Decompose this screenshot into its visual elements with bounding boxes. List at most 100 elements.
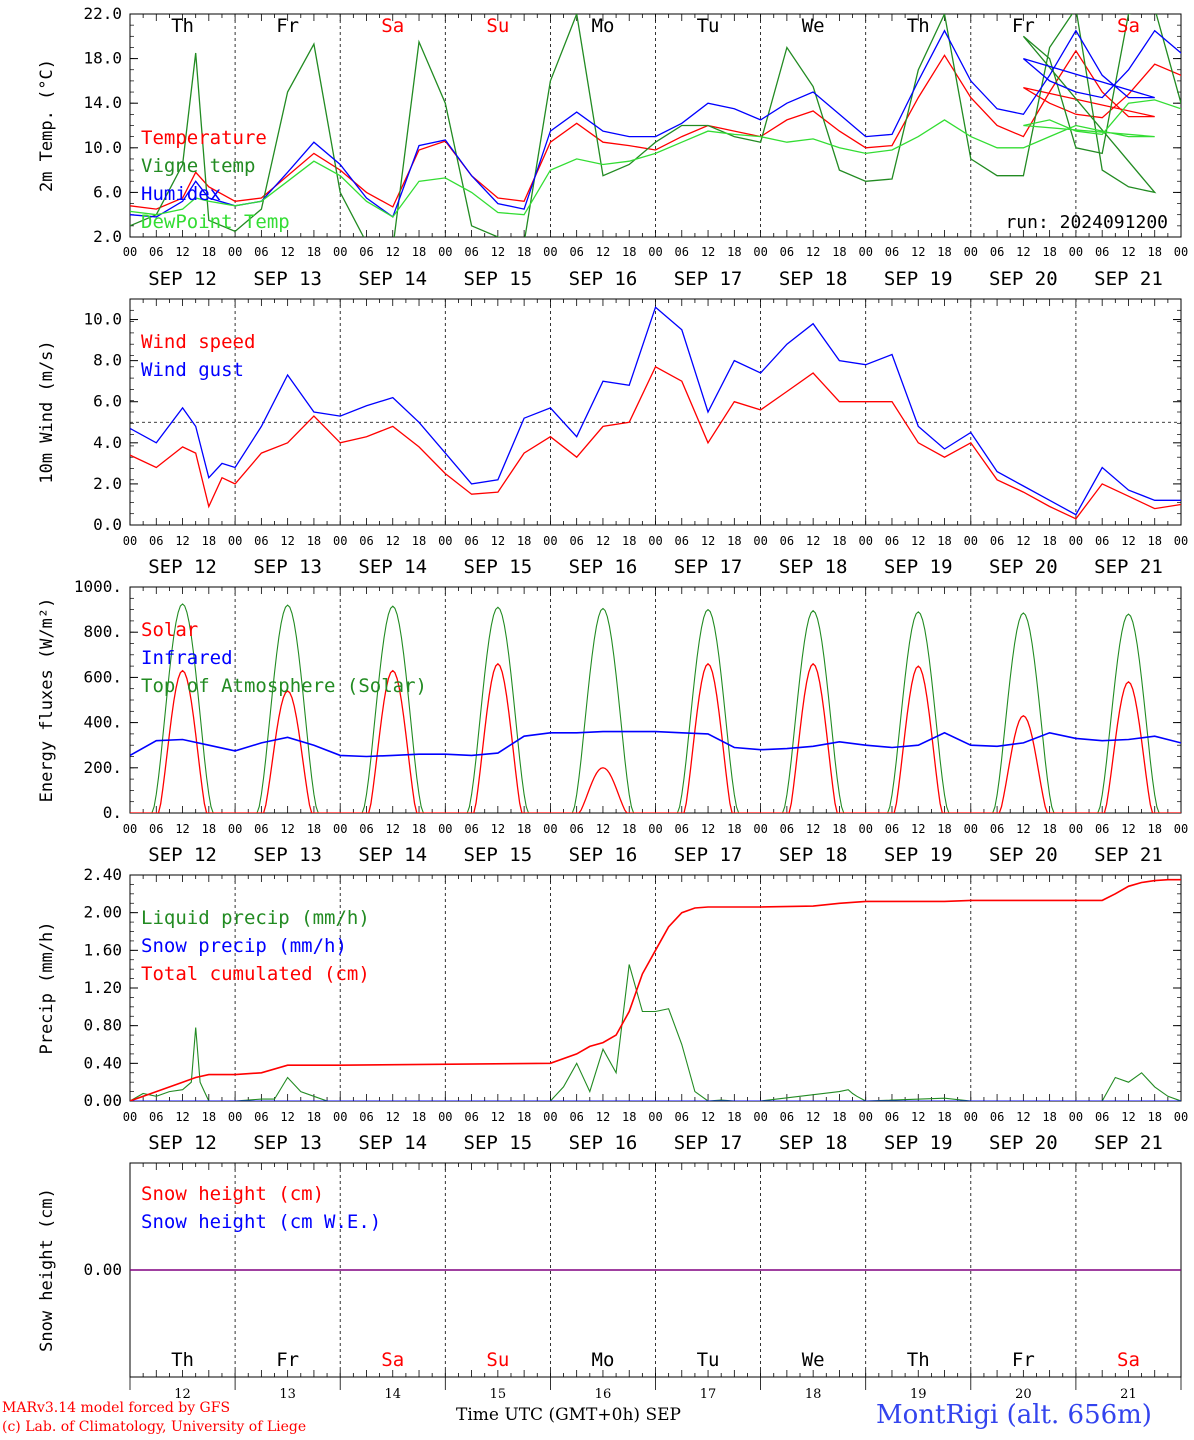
- hour-tick-label: 18: [1147, 1110, 1161, 1124]
- legend-wind-gust: Wind gust: [141, 359, 244, 381]
- hour-tick-label: 06: [149, 1110, 163, 1124]
- hour-tick-label: 00: [123, 822, 137, 836]
- day-name-label: Fr: [276, 1349, 299, 1371]
- hour-tick-label: 00: [333, 1110, 347, 1124]
- day-number-label: 12: [174, 1387, 191, 1402]
- y-tick-label: 10.0: [83, 138, 122, 157]
- hour-tick-label: 12: [175, 534, 189, 548]
- hour-tick-label: 00: [543, 822, 557, 836]
- day-number-label: 13: [279, 1387, 296, 1402]
- hour-tick-label: 00: [438, 822, 452, 836]
- panel-3-frame: 00 06 12 18 00 06 12 18 00 06 12 18 00 06 12 18 00 06 12 18…: [37, 577, 1188, 866]
- day-number-label: 17: [700, 1387, 717, 1402]
- y-axis-label: Energy fluxes (W/m²): [37, 598, 57, 803]
- legend-liquid-precip-mm-h: Liquid precip (mm/h): [141, 907, 370, 929]
- day-name-label: Th: [907, 1349, 930, 1371]
- day-name-label: Sa: [381, 15, 404, 37]
- hour-tick-label: 18: [937, 822, 951, 836]
- hour-tick-label: 00: [858, 1110, 872, 1124]
- hour-tick-label: 06: [675, 822, 689, 836]
- series-line-liquid-precip-mm-h-: [130, 964, 1181, 1101]
- day-name-label: Tu: [697, 1349, 720, 1371]
- hour-tick-label: 00: [123, 534, 137, 548]
- hour-tick-label: 00: [543, 534, 557, 548]
- hour-tick-label: 18: [1042, 822, 1056, 836]
- y-tick-label: 1000.: [74, 577, 122, 596]
- date-label: SEP 14: [358, 556, 427, 578]
- legend-humidex: Humidex: [141, 183, 221, 205]
- day-name-label: Fr: [276, 15, 299, 37]
- hour-tick-label: 12: [911, 1110, 925, 1124]
- hour-tick-label: 18: [307, 822, 321, 836]
- date-label: SEP 15: [464, 1132, 533, 1154]
- y-tick-label: 400.: [83, 713, 122, 732]
- day-name-label: Th: [907, 15, 930, 37]
- day-name-label: Mo: [592, 1349, 615, 1371]
- hour-tick-label: 06: [359, 245, 373, 259]
- station-title: MontRigi (alt. 656m): [876, 1400, 1152, 1430]
- day-name-label: Tu: [697, 15, 720, 37]
- hour-tick-label: 18: [937, 534, 951, 548]
- day-number-label: 20: [1015, 1387, 1032, 1402]
- legend-dewpoint-temp: DewPoint Temp: [141, 211, 290, 233]
- panel-2-frame: 00 06 12 18 00 06 12 18 00 06 12 18 00 06 12 18 00 06 12 18…: [37, 298, 1188, 578]
- panel-5-frame: Snow height (cm) 0.00 Snow height (cm) Snow…: [37, 1162, 1182, 1402]
- hour-tick-label: 00: [1069, 245, 1083, 259]
- y-tick-label: 18.0: [83, 49, 122, 68]
- hour-tick-label: 00: [333, 822, 347, 836]
- hour-tick-label: 12: [280, 245, 294, 259]
- hour-tick-label: 18: [1042, 245, 1056, 259]
- legend-total-cumulated-cm: Total cumulated (cm): [141, 963, 370, 985]
- date-label: SEP 19: [884, 1132, 953, 1154]
- model-credit-line1: MARv3.14 model forced by GFS: [2, 1400, 231, 1416]
- hour-tick-label: 00: [1069, 1110, 1083, 1124]
- hour-tick-label: 18: [307, 245, 321, 259]
- y-tick-label: 2.0: [93, 474, 122, 493]
- day-name-label: Sa: [381, 1349, 404, 1371]
- hour-tick-label: 00: [543, 245, 557, 259]
- hour-tick-label: 18: [412, 1110, 426, 1124]
- hour-tick-label: 18: [412, 245, 426, 259]
- hour-tick-label: 12: [491, 245, 505, 259]
- date-label: SEP 18: [779, 556, 848, 578]
- hour-tick-label: 18: [517, 822, 531, 836]
- hour-tick-label: 06: [990, 822, 1004, 836]
- hour-tick-label: 12: [280, 534, 294, 548]
- day-number-label: 21: [1120, 1387, 1137, 1402]
- hour-tick-label: 00: [123, 245, 137, 259]
- y-tick-label: 0.40: [83, 1053, 122, 1072]
- hour-tick-label: 12: [596, 1110, 610, 1124]
- hour-tick-label: 18: [202, 534, 216, 548]
- time-axis-label: Time UTC (GMT+0h) SEP: [456, 1405, 681, 1425]
- hour-tick-label: 12: [1016, 245, 1030, 259]
- day-number-label: 18: [805, 1387, 822, 1402]
- hour-tick-label: 00: [964, 822, 978, 836]
- hour-tick-label: 00: [438, 1110, 452, 1124]
- hour-tick-label: 00: [438, 245, 452, 259]
- hour-tick-label: 12: [1121, 245, 1135, 259]
- hour-tick-label: 12: [1121, 1110, 1135, 1124]
- run-annotation: run: 2024091200: [1005, 212, 1168, 233]
- date-label: SEP 15: [464, 556, 533, 578]
- y-tick-label: 1.60: [83, 940, 122, 959]
- series-line-wind-speed: [130, 365, 1181, 520]
- hour-tick-label: 12: [701, 822, 715, 836]
- hour-tick-label: 06: [254, 245, 268, 259]
- hour-tick-label: 12: [175, 822, 189, 836]
- y-tick-label: 200.: [83, 758, 122, 777]
- series-line-infrared: [130, 730, 1181, 758]
- hour-tick-label: 06: [780, 534, 794, 548]
- hour-tick-label: 00: [1174, 822, 1188, 836]
- legend-temperature: Temperature: [141, 127, 267, 149]
- hour-tick-label: 06: [990, 245, 1004, 259]
- hour-tick-label: 06: [254, 822, 268, 836]
- series-line-humidex: [130, 29, 1181, 218]
- hour-tick-label: 12: [386, 245, 400, 259]
- hour-tick-label: 18: [1042, 534, 1056, 548]
- series-line-vigne-temp: [130, 14, 1181, 237]
- day-name-label: Sa: [1117, 15, 1140, 37]
- y-tick-label: 8.0: [93, 351, 122, 370]
- hour-tick-label: 18: [832, 534, 846, 548]
- hour-tick-label: 06: [885, 534, 899, 548]
- hour-tick-label: 12: [280, 1110, 294, 1124]
